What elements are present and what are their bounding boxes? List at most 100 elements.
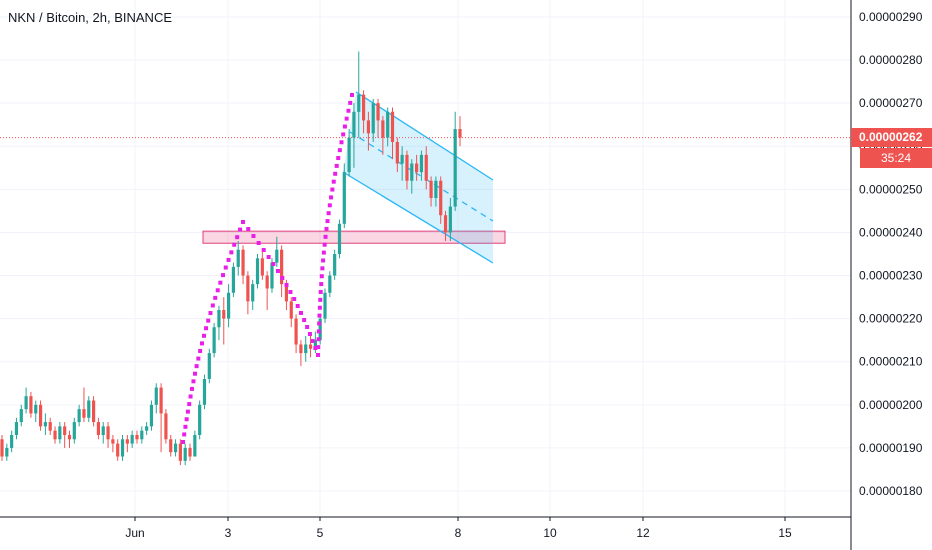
candle [448,197,452,242]
candle-body [92,400,96,423]
swing-path-dot [235,235,240,240]
swing-path-dot [256,241,261,245]
swing-path-dot [241,220,245,224]
y-tick-label: 0.00000250 [859,182,923,196]
y-tick-label: 0.00000290 [859,10,923,24]
candle-body [29,396,33,414]
candle-body [38,404,43,427]
candle-body [342,172,346,224]
candle-body [178,443,182,461]
y-tick-label: 0.00000230 [859,269,923,283]
candle-body [405,154,409,181]
candle [371,98,375,142]
candle [415,154,419,181]
swing-path-dot [196,356,201,361]
candle-body [198,404,202,435]
swing-path-dot [324,226,329,231]
candle-body [294,318,298,345]
candle-body [188,447,192,457]
swing-path-dot [271,262,276,266]
swing-path-dot [284,283,289,287]
candle-body [366,120,370,134]
candle [169,434,173,457]
swing-path-dot [342,124,347,129]
swing-path-dot [229,250,234,255]
swing-path-dot [183,424,188,429]
swing-path-dot [261,248,266,252]
swing-path-dot [204,326,209,331]
candle [222,297,226,345]
swing-path-dot [305,325,310,329]
swing-path-dot [316,329,321,334]
swing-path-dot [302,318,307,322]
candle [289,297,293,328]
candle [333,249,337,280]
candle-body [34,404,38,414]
swing-path-dot [238,227,243,232]
candle [154,383,158,414]
candle [265,271,269,311]
x-tick-label: Jun [125,526,144,540]
swing-path-dot [275,269,280,273]
candle [328,271,332,298]
swing-path-dot [320,266,325,271]
swing-path-dot [329,195,334,200]
candle [241,245,245,285]
candle-body [251,284,255,302]
candle [255,254,260,289]
candle [145,422,149,435]
swing-path-dot [181,440,185,444]
swing-path-dot [188,394,193,399]
candle [207,348,211,384]
swing-path-dot [337,148,342,153]
candle [308,335,313,358]
swing-path-dot [288,290,293,294]
candle [48,417,52,435]
candle-body [419,154,424,173]
candle-body [58,426,62,440]
candle [453,111,457,211]
candle [0,434,4,461]
swing-path-dot [292,297,297,301]
swing-path-dot [323,234,328,239]
swing-path-dot [319,282,324,287]
y-tick-label: 0.00000200 [859,398,923,412]
swing-path-dot [232,242,237,247]
candle [14,417,19,440]
channel-lower-line [342,171,494,264]
y-tick-label: 0.00000280 [859,53,923,67]
candle [19,404,23,427]
candle-body [222,310,226,319]
candle [381,116,385,155]
candle-body [453,129,457,207]
candle-body [284,284,289,302]
candle-body [67,434,72,440]
candle-body [116,443,120,457]
candle [53,426,57,444]
candle-body [207,353,211,379]
candle [178,439,182,466]
candle [173,439,178,457]
swing-path-dot [333,171,338,176]
swing-path-dot [322,242,327,247]
candle-body [145,426,149,431]
candle [140,426,144,444]
candle-body [415,163,419,173]
candle [260,249,264,280]
candle-body [72,422,76,440]
swing-path-dot [182,432,187,437]
candle [419,150,424,181]
candle [77,404,81,427]
candle [439,176,443,224]
candle-body [333,254,337,276]
candle [198,400,202,440]
candle [424,146,428,190]
swing-path-dot [295,304,300,308]
candle-body [10,434,14,448]
candle-body [226,292,231,319]
x-tick-label: 3 [225,526,232,540]
candle-body [443,215,448,233]
candle [164,409,168,444]
candle-body [14,422,19,435]
